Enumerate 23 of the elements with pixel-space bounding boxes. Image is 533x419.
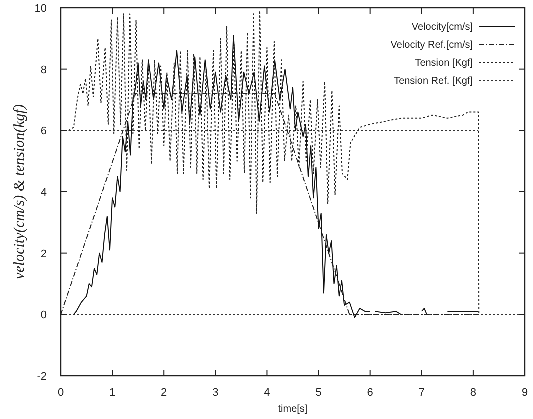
- y-tick-label: 2: [40, 248, 47, 260]
- y-tick-label: 8: [40, 64, 47, 76]
- x-tick-label: 9: [522, 387, 528, 399]
- x-axis-title: time[s]: [278, 404, 308, 415]
- x-tick-label: 7: [418, 387, 425, 399]
- y-axis-title: velocity(cm/s) & tension(kgf): [12, 104, 28, 280]
- y-tick-label: 0: [40, 310, 47, 322]
- legend-label: Velocity[cm/s]: [412, 22, 474, 33]
- y-tick-label: 4: [40, 187, 47, 199]
- y-tick-label: 6: [40, 126, 47, 138]
- legend-label: Velocity Ref.[cm/s]: [390, 40, 474, 51]
- x-tick-label: 5: [316, 387, 322, 399]
- x-tick-label: 6: [367, 387, 374, 399]
- y-tick-label: 10: [34, 3, 47, 15]
- x-tick-label: 0: [58, 387, 64, 399]
- legend-label: Tension Ref. [Kgf]: [394, 76, 474, 87]
- x-tick-label: 8: [470, 387, 477, 399]
- legend-label: Tension [Kgf]: [415, 58, 474, 69]
- x-tick-label: 4: [264, 387, 270, 399]
- x-tick-label: 2: [161, 387, 168, 399]
- y-tick-label: -2: [37, 371, 47, 383]
- x-tick-label: 1: [109, 387, 116, 399]
- x-tick-label: 3: [212, 387, 219, 399]
